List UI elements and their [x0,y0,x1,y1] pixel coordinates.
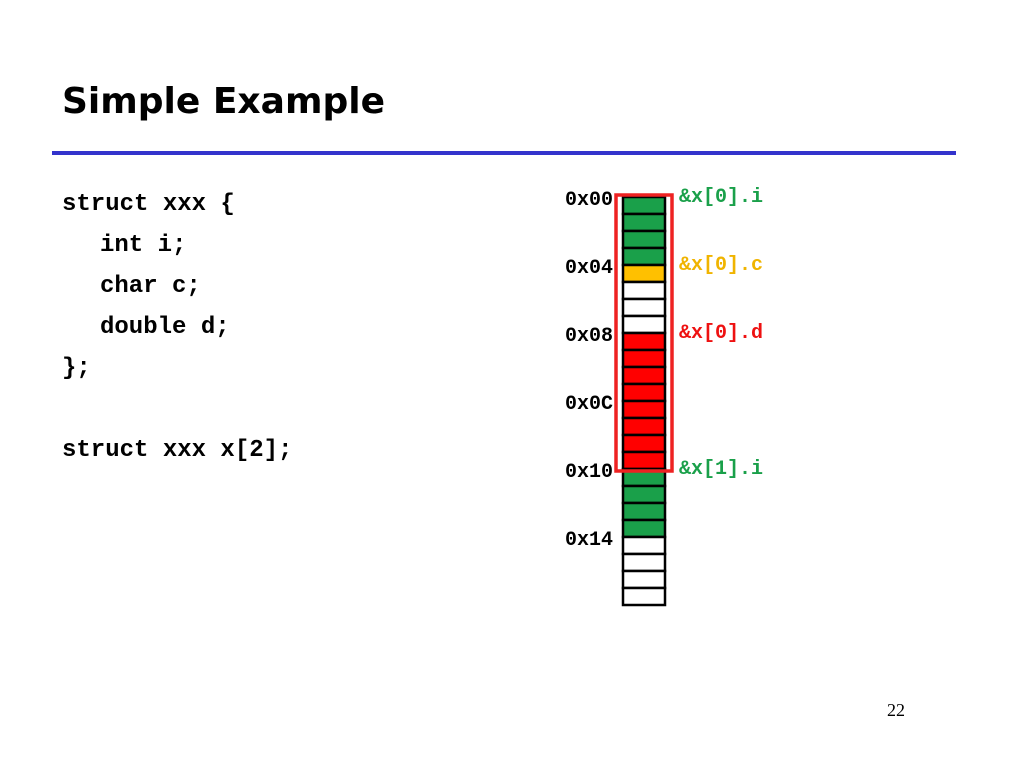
memory-cell-3 [621,246,667,267]
memory-cell-4 [621,263,667,284]
memory-cell-21 [621,552,667,573]
code-line-int: int i; [100,232,187,259]
memory-cell-22 [621,569,667,590]
struct-bounding-box [614,193,674,473]
memory-cell-15 [621,450,667,471]
pointer-label-1: &x[0].c [679,254,763,277]
memory-cell-1 [621,212,667,233]
memory-cell-5 [621,280,667,301]
memory-cell-6 [621,297,667,318]
code-line-struct-close: }; [62,355,91,382]
memory-cell-13 [621,416,667,437]
page-number: 22 [887,700,905,720]
address-label-3: 0x0C [565,393,613,416]
address-label-4: 0x10 [565,461,613,484]
address-label-2: 0x08 [565,325,613,348]
address-label-0: 0x00 [565,189,613,212]
address-label-1: 0x04 [565,257,613,280]
code-block: struct xxx { int i; char c; double d; };… [62,184,292,471]
memory-cell-0 [621,195,667,216]
memory-cell-2 [621,229,667,250]
address-label-5: 0x14 [565,529,613,552]
memory-cell-18 [621,501,667,522]
memory-cell-20 [621,535,667,556]
memory-cell-23 [621,586,667,607]
pointer-label-2: &x[0].d [679,322,763,345]
code-line-double: double d; [100,314,230,341]
code-line-struct-open: struct xxx { [62,191,235,218]
code-line-array-decl: struct xxx x[2]; [62,437,293,464]
memory-cell-17 [621,484,667,505]
memory-cell-19 [621,518,667,539]
pointer-label-3: &x[1].i [679,458,763,481]
memory-cell-11 [621,382,667,403]
memory-cell-12 [621,399,667,420]
slide-title: Simple Example [62,81,385,122]
memory-cell-7 [621,314,667,335]
memory-cell-8 [621,331,667,352]
title-underline [52,151,956,155]
memory-cell-14 [621,433,667,454]
memory-cell-9 [621,348,667,369]
memory-cell-10 [621,365,667,386]
pointer-label-0: &x[0].i [679,186,763,209]
code-line-char: char c; [100,273,201,300]
